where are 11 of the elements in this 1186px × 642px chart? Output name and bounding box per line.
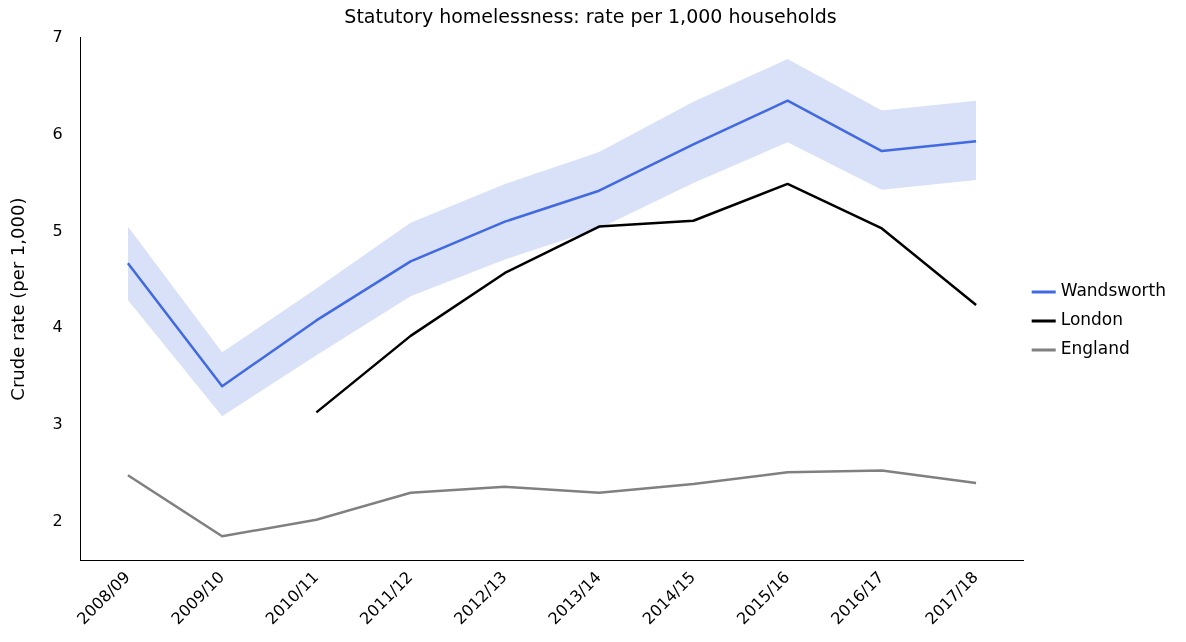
legend-label: England [1060,338,1130,359]
y-tick-label: 6 [52,123,63,143]
y-tick-label: 7 [52,26,63,46]
y-tick-label: 4 [52,317,63,337]
legend-label: Wandsworth [1060,280,1166,301]
chart-title: Statutory homelessness: rate per 1,000 households [344,5,837,28]
y-axis-title: Crude rate (per 1,000) [7,197,29,401]
y-tick-label: 2 [52,510,63,530]
y-tick-label: 3 [52,414,63,434]
y-tick-label: 5 [52,220,63,240]
legend-label: London [1060,309,1124,330]
